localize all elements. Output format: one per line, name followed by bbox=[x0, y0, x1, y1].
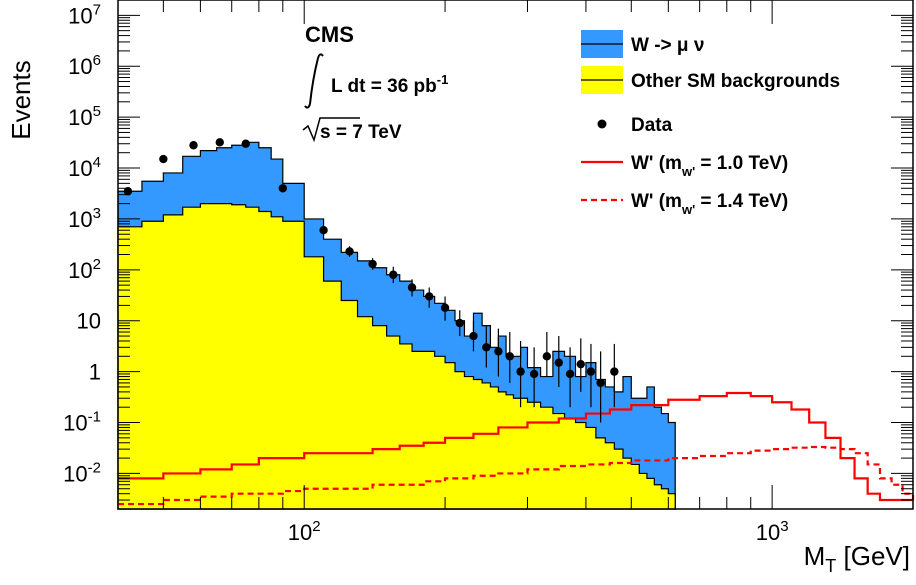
x-axis-label: MT [GeV] bbox=[804, 541, 910, 576]
y-tick-exponent: 7 bbox=[93, 1, 101, 18]
legend-label-data: Data bbox=[631, 115, 673, 136]
y-tick-base: 10 bbox=[68, 54, 92, 79]
sqrt-sign-icon bbox=[302, 117, 360, 143]
legend-subscript: w' bbox=[681, 202, 695, 217]
axis-ticks bbox=[117, 0, 914, 510]
y-tick-label: 10-2 bbox=[63, 459, 101, 486]
y-tick-exponent: 5 bbox=[93, 103, 101, 120]
y-tick-base: 10 bbox=[63, 461, 87, 486]
legend-tail: = 1.0 TeV) bbox=[695, 153, 788, 174]
y-axis-label: Events bbox=[6, 60, 36, 140]
luminosity-text: L dt = 36 pb bbox=[331, 76, 437, 97]
y-tick-exponent: 3 bbox=[93, 205, 101, 222]
data-point bbox=[529, 369, 539, 379]
series-2-line bbox=[118, 391, 913, 502]
data-point bbox=[278, 184, 287, 193]
data-point bbox=[505, 352, 514, 361]
series-1-fill bbox=[117, 203, 676, 510]
data-point bbox=[319, 226, 328, 235]
y-tick-exponent: 4 bbox=[93, 154, 101, 171]
x-axis-label-main: M bbox=[804, 541, 826, 571]
x-axis-label-sub: T bbox=[825, 556, 836, 576]
x-tick-exponent: 3 bbox=[780, 518, 788, 535]
data-point bbox=[596, 378, 605, 388]
legend-label-other: Other SM backgrounds bbox=[631, 71, 840, 92]
integral-sign-icon bbox=[304, 53, 324, 109]
y-tick-label: 10-1 bbox=[63, 409, 101, 436]
y-tick-label: 10 bbox=[77, 309, 101, 334]
y-tick-base: 10 bbox=[68, 156, 92, 181]
data-point bbox=[368, 259, 377, 269]
data-point bbox=[455, 318, 464, 328]
data-point bbox=[440, 303, 450, 312]
data-point bbox=[542, 352, 552, 361]
data-point bbox=[389, 270, 398, 279]
y-tick-base: 10 bbox=[68, 207, 92, 232]
y-tick-label: 103 bbox=[68, 205, 101, 232]
y-tick-label: 104 bbox=[68, 154, 101, 181]
y-tick-exponent: -2 bbox=[88, 459, 101, 476]
data-point bbox=[159, 154, 168, 164]
data-point bbox=[469, 331, 478, 341]
y-tick-label: 102 bbox=[68, 256, 101, 283]
y-tick-base: 10 bbox=[68, 3, 92, 28]
legend-label-wp10: W' (mw' = 1.0 TeV) bbox=[631, 153, 788, 179]
data-point bbox=[610, 367, 619, 376]
histogram-fills bbox=[117, 141, 676, 510]
x-axis-label-unit: [GeV] bbox=[836, 541, 910, 571]
x-tick-exponent: 2 bbox=[312, 518, 320, 535]
y-tick-base: 10 bbox=[68, 258, 92, 283]
data-point bbox=[516, 367, 525, 376]
y-tick-base: 10 bbox=[63, 411, 87, 436]
y-tick-exponent: 6 bbox=[93, 52, 101, 69]
y-tick-label: 1 bbox=[89, 360, 101, 385]
data-point bbox=[482, 343, 491, 352]
data-point bbox=[241, 139, 250, 148]
legend-marker-data bbox=[597, 119, 607, 129]
data-points bbox=[123, 138, 619, 423]
data-point bbox=[123, 187, 133, 196]
data-point bbox=[215, 138, 224, 147]
legend-label-wp14: W' (mw' = 1.4 TeV) bbox=[631, 191, 788, 217]
x-tick-base: 10 bbox=[288, 520, 312, 545]
luminosity-exponent: -1 bbox=[437, 72, 449, 87]
legend: W -> μ ν Other SM backgrounds Data W' (mw' … bbox=[581, 30, 840, 217]
legend-text: Data bbox=[631, 115, 673, 136]
data-point bbox=[425, 292, 434, 301]
data-point bbox=[576, 359, 585, 369]
x-tick-base: 10 bbox=[756, 520, 780, 545]
legend-tail: = 1.4 TeV) bbox=[695, 191, 788, 212]
data-point bbox=[554, 358, 563, 367]
y-tick-label: 106 bbox=[68, 52, 101, 79]
y-tick-base: 10 bbox=[68, 105, 92, 130]
luminosity-label: L dt = 36 pb-1 bbox=[331, 72, 448, 97]
y-tick-label: 105 bbox=[68, 103, 101, 130]
y-tick-base: 1 bbox=[89, 360, 101, 385]
legend-text: W' (m bbox=[631, 191, 682, 212]
y-tick-base: 10 bbox=[77, 309, 101, 334]
y-tick-exponent: 2 bbox=[93, 256, 101, 273]
energy-label: s = 7 TeV bbox=[320, 122, 402, 143]
legend-text: W' (m bbox=[631, 153, 682, 174]
x-tick-label: 103 bbox=[756, 518, 789, 545]
data-point bbox=[189, 141, 198, 150]
data-point bbox=[565, 369, 575, 379]
data-point bbox=[586, 367, 596, 376]
legend-text: Other SM backgrounds bbox=[631, 71, 840, 92]
legend-label-wmunu: W -> μ ν bbox=[631, 35, 704, 56]
y-tick-label: 107 bbox=[68, 1, 101, 28]
data-point bbox=[494, 347, 503, 356]
data-point bbox=[345, 247, 354, 256]
data-point bbox=[407, 283, 417, 292]
legend-subscript: w' bbox=[681, 164, 695, 179]
x-tick-label: 102 bbox=[288, 518, 321, 545]
legend-text: W -> μ ν bbox=[631, 35, 704, 56]
y-tick-exponent: -1 bbox=[88, 409, 101, 426]
experiment-label: CMS bbox=[305, 22, 354, 47]
